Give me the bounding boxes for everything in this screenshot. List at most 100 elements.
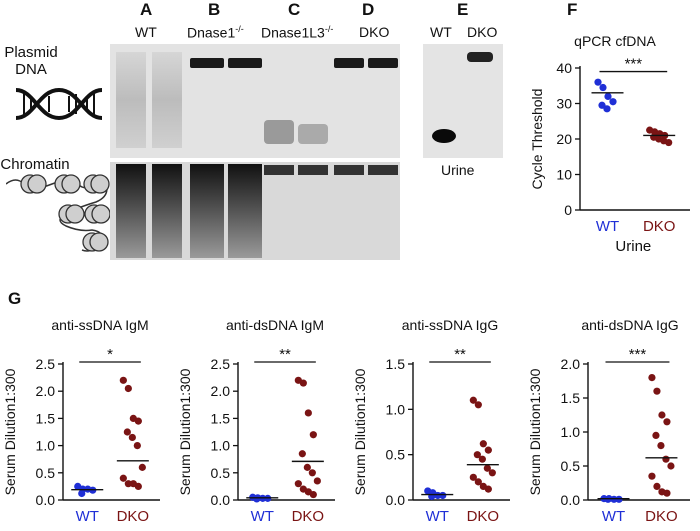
y-tick-label: 1.5 (36, 410, 56, 426)
chart-title: anti-ssDNA IgG (402, 317, 498, 333)
y-tick-label: 0.0 (36, 492, 56, 508)
data-point-dko (483, 464, 491, 472)
data-point-dko (648, 374, 656, 382)
chromatin-label: Chromatin (0, 156, 70, 173)
y-tick-label: 2.5 (211, 356, 231, 372)
plasmid-lane-wt-1 (116, 52, 146, 148)
gel-panel-abcd (110, 44, 400, 260)
significance-marker: *** (629, 346, 647, 363)
y-tick-label: 1.0 (386, 401, 406, 417)
x-tick-label-wt: WT (602, 508, 625, 525)
chart-g-anti-ssdna-igm: anti-ssDNA IgM 0.0 0.5 1.0 1.5 2.0 2.5 Serum Di… (2, 317, 160, 525)
data-point-dko (478, 455, 486, 463)
chromatin-lane-dnase1-2 (228, 164, 262, 258)
data-point-dko (124, 480, 132, 488)
lane-label-dko: DKO (359, 24, 390, 40)
data-point-wt (594, 78, 602, 86)
x-tick-label-wt: WT (251, 508, 274, 525)
data-point-dko (667, 462, 675, 470)
y-tick-label: 30 (556, 96, 572, 112)
x-tick-label-wt: WT (426, 508, 449, 525)
chromatin-band-dko-1 (334, 165, 364, 175)
data-point-dko (134, 417, 142, 425)
data-point-dko (653, 482, 661, 490)
data-point-dko (657, 442, 665, 450)
data-point-wt (599, 83, 607, 92)
y-tick-label: 10 (556, 167, 572, 183)
data-point-dko (484, 485, 492, 493)
lane-label-dnase1: Dnase1-/- (187, 24, 244, 41)
urine-caption: Urine (441, 162, 475, 178)
x-tick-label-wt: WT (596, 218, 619, 235)
y-tick-label: 40 (556, 60, 572, 76)
data-point-dko (304, 409, 312, 417)
data-point-dko (133, 442, 141, 450)
data-point-dko (469, 473, 477, 481)
chromatin-band-dko-2 (368, 165, 398, 175)
y-tick-label: 2.0 (36, 383, 56, 399)
significance-marker: ** (279, 346, 291, 363)
data-point-dko (309, 431, 317, 439)
y-tick-label: 1.0 (211, 438, 231, 454)
panel-letter-f: F (567, 0, 578, 19)
x-tick-label-dko: DKO (645, 508, 678, 525)
y-axis-label: Serum Dilution1:300 (527, 368, 543, 495)
chromatin-band-dnase1l3-2 (298, 165, 328, 175)
data-point-wt (439, 491, 447, 500)
data-point-wt (604, 92, 612, 100)
plasmid-band-dnase1-1 (190, 58, 224, 68)
y-tick-label: 0 (564, 202, 572, 218)
urine-lane-label-wt: WT (430, 24, 452, 40)
significance-marker: * (107, 346, 113, 363)
dna-helix-icon (15, 87, 103, 121)
y-axis-label: Cycle Threshold (529, 89, 545, 190)
y-tick-label: 0.5 (36, 465, 56, 481)
data-point-dko (652, 431, 660, 439)
y-axis-label: Serum Dilution1:300 (177, 368, 193, 495)
chart-title: anti-ssDNA IgM (51, 317, 148, 333)
data-point-dko (303, 463, 311, 471)
significance-marker: ** (454, 346, 466, 363)
data-point-dko (665, 138, 673, 147)
y-tick-label: 2.0 (211, 383, 231, 399)
data-point-dko (313, 477, 321, 485)
y-tick-label: 0.5 (211, 465, 231, 481)
panel-letter-a: A (140, 0, 153, 19)
data-point-wt (253, 495, 261, 503)
x-axis-label: Urine (615, 238, 651, 255)
data-point-dko (123, 428, 131, 436)
plasmid-band-dko-2 (368, 58, 398, 68)
chart-g-anti-dsdna-igm: anti-dsDNA IgM 0.0 0.5 1.0 1.5 2.0 2.5 Serum Di… (177, 317, 335, 525)
data-point-wt (603, 105, 611, 113)
data-point-dko (474, 401, 482, 409)
data-point-dko (299, 379, 307, 387)
plasmid-band-dnase1-2 (228, 58, 262, 68)
data-point-dko (484, 446, 492, 454)
x-tick-label-wt: WT (76, 508, 99, 525)
plasmid-band-dko-1 (334, 58, 364, 68)
y-tick-label: 0.0 (211, 492, 231, 508)
data-point-dko (469, 396, 477, 404)
data-point-dko (663, 418, 671, 426)
x-tick-label-dko: DKO (643, 218, 676, 235)
plasmid-lane-wt-2 (152, 52, 182, 148)
chromatin-lane-wt-1 (116, 164, 146, 258)
y-tick-label: 1.5 (386, 356, 406, 372)
urine-band-wt (432, 129, 456, 143)
data-point-wt (609, 98, 617, 106)
y-tick-label: 2.5 (36, 356, 56, 372)
x-tick-label-dko: DKO (292, 508, 325, 525)
data-point-dko (473, 451, 481, 459)
plasmid-smear-dnase1l3-2 (298, 124, 328, 144)
x-tick-label-dko: DKO (467, 508, 500, 525)
urine-lane-label-dko: DKO (467, 24, 498, 40)
data-point-dko (309, 490, 317, 499)
data-point-dko (648, 472, 656, 480)
lane-label-dnase1l3: Dnase1L3-/- (261, 24, 334, 41)
y-tick-label: 1.5 (211, 410, 231, 426)
y-tick-label: 2.0 (561, 356, 581, 372)
data-point-dko (479, 440, 487, 448)
data-point-dko (119, 474, 127, 482)
data-point-dko (488, 469, 496, 477)
data-point-dko (138, 463, 146, 471)
